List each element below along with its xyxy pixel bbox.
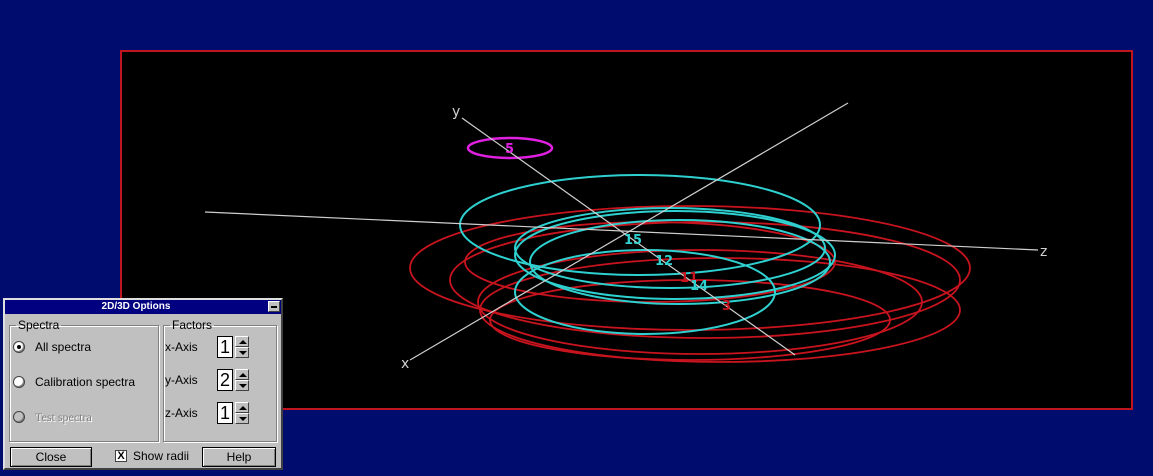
show-radii-checkbox[interactable]: X Show radii	[115, 449, 189, 463]
cyan-ellipse	[459, 174, 821, 276]
red-ellipse	[449, 221, 961, 339]
factors-group-label: Factors	[172, 318, 213, 332]
radio-label: Test spectra	[35, 409, 92, 424]
spin-down-icon[interactable]	[235, 347, 249, 358]
factor-label: y-Axis	[165, 373, 198, 387]
factor-value[interactable]: 2	[217, 369, 233, 391]
cyan-ellipse	[529, 219, 831, 305]
dialog-titlebar[interactable]: 2D/3D Options	[5, 300, 281, 314]
radio-button[interactable]	[13, 341, 25, 353]
factor-value[interactable]: 1	[217, 336, 233, 358]
checkbox-label: Show radii	[133, 449, 190, 463]
marker-label: 3	[722, 299, 731, 314]
spinner	[235, 369, 249, 391]
spin-down-icon[interactable]	[235, 413, 249, 424]
factors-group: Factors	[163, 318, 277, 442]
red-ellipse	[464, 221, 836, 303]
marker-label: 12	[655, 254, 673, 269]
spin-up-icon[interactable]	[235, 402, 249, 413]
help-button[interactable]: Help	[202, 447, 276, 467]
options-dialog: 2D/3D Options Spectra All spectra Calibr…	[3, 298, 283, 470]
x-axis-label: x	[401, 356, 409, 372]
radio-label: All spectra	[35, 340, 92, 354]
cyan-ellipse	[514, 249, 776, 335]
factor-x-axis: x-Axis 1	[165, 334, 249, 360]
close-button[interactable]: Close	[10, 447, 92, 467]
plot-area[interactable]: z y x 5 15 12 11 14 3	[120, 50, 1133, 410]
y-axis-label: y	[452, 104, 460, 120]
factor-y-axis: y-Axis 2	[165, 367, 249, 393]
radio-button[interactable]	[13, 376, 25, 388]
red-ellipse	[477, 249, 923, 355]
x-axis-line	[409, 102, 849, 361]
spinner	[235, 336, 249, 358]
z-axis-label: z	[1040, 244, 1047, 260]
spin-up-icon[interactable]	[235, 336, 249, 347]
marker-label: 14	[690, 279, 708, 294]
plot-canvas: z y x 5 15 12 11 14 3	[204, 102, 1047, 372]
radio-button	[13, 411, 25, 423]
radio-calibration-spectra[interactable]: Calibration spectra	[13, 373, 135, 391]
radio-all-spectra[interactable]: All spectra	[13, 338, 91, 356]
system-menu-button[interactable]	[268, 301, 280, 312]
cyan-ellipse	[514, 210, 836, 300]
factor-value[interactable]: 1	[217, 402, 233, 424]
factor-label: x-Axis	[165, 340, 198, 354]
spin-down-icon[interactable]	[235, 380, 249, 391]
factor-label: z-Axis	[165, 406, 198, 420]
marker-label: 5	[505, 142, 514, 157]
dialog-title: 2D/3D Options	[101, 301, 171, 312]
radio-test-spectra: Test spectra	[13, 408, 92, 426]
red-ellipse	[409, 205, 971, 331]
spinner	[235, 402, 249, 424]
marker-label: 11	[680, 271, 698, 286]
y-axis-line	[461, 117, 796, 356]
magenta-ellipse	[466, 136, 554, 160]
spectra-group-label: Spectra	[18, 318, 60, 332]
marker-label: 15	[624, 233, 642, 248]
factor-z-axis: z-Axis 1	[165, 400, 249, 426]
spectra-group: Spectra	[9, 318, 159, 442]
spin-up-icon[interactable]	[235, 369, 249, 380]
radio-label: Calibration spectra	[35, 375, 136, 389]
checkbox[interactable]: X	[115, 450, 127, 462]
